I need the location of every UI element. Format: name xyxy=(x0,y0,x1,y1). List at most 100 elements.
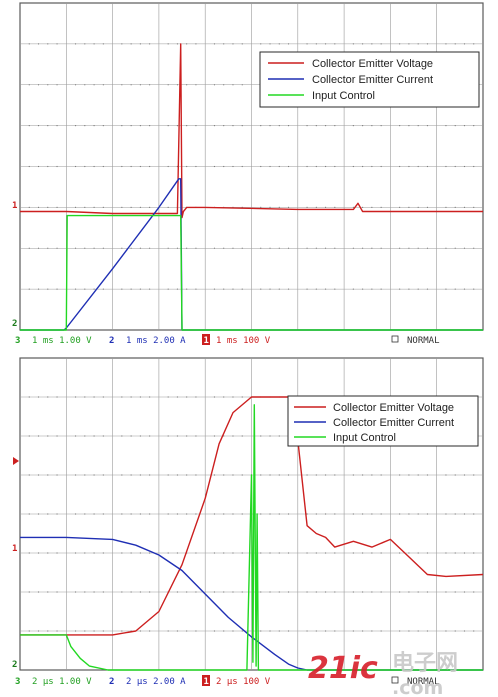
grid-minor-dot xyxy=(38,289,39,290)
grid-minor-dot xyxy=(140,474,141,475)
grid-minor-dot xyxy=(75,591,76,592)
grid-minor-dot xyxy=(93,166,94,167)
grid-minor-dot xyxy=(93,474,94,475)
grid-minor-dot xyxy=(427,248,428,249)
grid-minor-dot xyxy=(140,43,141,44)
grid-minor-dot xyxy=(269,248,270,249)
grid-minor-dot xyxy=(47,513,48,514)
grid-minor-dot xyxy=(334,474,335,475)
grid-minor-dot xyxy=(195,513,196,514)
grid-minor-dot xyxy=(29,166,30,167)
grid-minor-dot xyxy=(149,552,150,553)
grid-minor-dot xyxy=(131,474,132,475)
grid-minor-dot xyxy=(445,630,446,631)
grid-minor-dot xyxy=(427,630,428,631)
grid-minor-dot xyxy=(269,591,270,592)
grid-minor-dot xyxy=(195,43,196,44)
grid-minor-dot xyxy=(288,591,289,592)
grid-minor-dot xyxy=(279,248,280,249)
grid-minor-dot xyxy=(131,591,132,592)
grid-minor-dot xyxy=(269,207,270,208)
grid-minor-dot xyxy=(473,125,474,126)
grid-minor-dot xyxy=(242,43,243,44)
grid-minor-dot xyxy=(334,125,335,126)
grid-minor-dot xyxy=(56,630,57,631)
grid-minor-dot xyxy=(334,289,335,290)
grid-minor-dot xyxy=(140,552,141,553)
grid-minor-dot xyxy=(131,289,132,290)
grid-minor-dot xyxy=(214,248,215,249)
grid-minor-dot xyxy=(177,435,178,436)
grid-minor-dot xyxy=(131,166,132,167)
grid-minor-dot xyxy=(464,125,465,126)
grid-minor-dot xyxy=(473,591,474,592)
grid-minor-dot xyxy=(195,474,196,475)
grid-minor-dot xyxy=(418,513,419,514)
grid-minor-dot xyxy=(260,125,261,126)
grid-minor-dot xyxy=(84,513,85,514)
legend: Collector Emitter Voltage Collector Emit… xyxy=(260,52,479,107)
grid-minor-dot xyxy=(214,43,215,44)
grid-minor-dot xyxy=(47,43,48,44)
grid-minor-dot xyxy=(186,435,187,436)
grid-minor-dot xyxy=(93,289,94,290)
status-ch2-scale: 1 ms 2.00 A xyxy=(126,336,186,346)
grid-minor-dot xyxy=(371,43,372,44)
grid-minor-dot xyxy=(195,248,196,249)
grid-minor-dot xyxy=(353,552,354,553)
grid-minor-dot xyxy=(306,207,307,208)
grid-minor-dot xyxy=(47,474,48,475)
grid-minor-dot xyxy=(334,166,335,167)
grid-minor-dot xyxy=(242,396,243,397)
grid-minor-dot xyxy=(232,125,233,126)
status-ch3-label: 3 xyxy=(15,336,20,346)
grid-minor-dot xyxy=(223,396,224,397)
grid-minor-dot xyxy=(131,513,132,514)
scope-panel-top: Collector Emitter Voltage Collector Emit… xyxy=(12,3,483,346)
grid-minor-dot xyxy=(75,289,76,290)
grid-minor-dot xyxy=(242,166,243,167)
grid-minor-dot xyxy=(418,43,419,44)
grid-minor-dot xyxy=(464,207,465,208)
grid-minor-dot xyxy=(306,591,307,592)
grid-minor-dot xyxy=(131,552,132,553)
grid-minor-dot xyxy=(408,591,409,592)
grid-minor-dot xyxy=(47,552,48,553)
grid-minor-dot xyxy=(131,396,132,397)
legend: Collector Emitter Voltage Collector Emit… xyxy=(288,396,478,446)
grid-minor-dot xyxy=(93,435,94,436)
status-ch3-scale: 2 µs 1.00 V xyxy=(32,677,92,687)
grid-minor-dot xyxy=(418,125,419,126)
grid-minor-dot xyxy=(288,513,289,514)
scope-panel-bottom: Collector Emitter Voltage Collector Emit… xyxy=(12,358,483,687)
grid-minor-dot xyxy=(168,630,169,631)
grid-minor-dot xyxy=(288,125,289,126)
grid-minor-dot xyxy=(121,591,122,592)
grid-minor-dot xyxy=(288,248,289,249)
grid-minor-dot xyxy=(288,43,289,44)
grid-minor-dot xyxy=(140,591,141,592)
grid-minor-dot xyxy=(214,630,215,631)
grid-minor-dot xyxy=(232,513,233,514)
grid-minor-dot xyxy=(269,435,270,436)
grid-minor-dot xyxy=(455,591,456,592)
grid-minor-dot xyxy=(121,289,122,290)
grid-minor-dot xyxy=(362,630,363,631)
grid-minor-dot xyxy=(103,248,104,249)
grid-minor-dot xyxy=(177,289,178,290)
grid-minor-dot xyxy=(408,207,409,208)
grid-minor-dot xyxy=(362,552,363,553)
grid-minor-dot xyxy=(381,474,382,475)
grid-minor-dot xyxy=(84,474,85,475)
grid-minor-dot xyxy=(232,289,233,290)
grid-minor-dot xyxy=(306,474,307,475)
watermark-cn: 电子网 xyxy=(392,651,458,676)
grid-minor-dot xyxy=(279,289,280,290)
grid-minor-dot xyxy=(279,166,280,167)
grid-minor-dot xyxy=(56,289,57,290)
grid-minor-dot xyxy=(93,396,94,397)
grid-minor-dot xyxy=(362,474,363,475)
grid-minor-dot xyxy=(408,248,409,249)
grid-minor-dot xyxy=(38,591,39,592)
grid-minor-dot xyxy=(47,435,48,436)
